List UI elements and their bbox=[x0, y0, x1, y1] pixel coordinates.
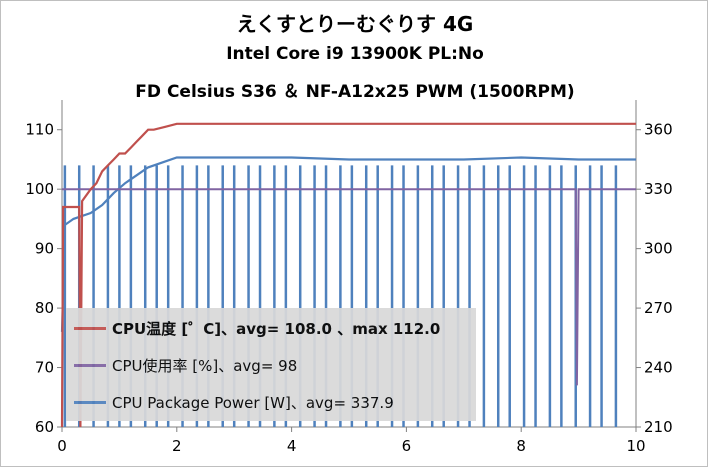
legend-swatch-cpu-temp bbox=[74, 326, 106, 330]
series-line-cpu-temp bbox=[60, 122, 636, 428]
y-right-tick-label: 360 bbox=[644, 121, 673, 139]
legend-label-cpu-usage: CPU使用率 [%]、avg= 98 bbox=[112, 356, 298, 375]
y-right-tick-label: 330 bbox=[644, 180, 673, 198]
y-right-tick-label: 210 bbox=[644, 418, 673, 436]
chart-subtitle-cooler: FD Celsius S36 ＆ NF-A12x25 PWM (1500RPM) bbox=[135, 82, 575, 102]
chart-subtitle-cpu: Intel Core i9 13900K PL:No bbox=[226, 44, 484, 64]
tick-layer: 60 70 80 90 100 110 210 240 270 300 330 360 0 2 4 6 8 10 bbox=[25, 121, 672, 455]
y-left-tick-label: 100 bbox=[25, 180, 54, 198]
x-tick-label: 8 bbox=[516, 437, 526, 455]
legend-swatch-cpu-usage bbox=[74, 363, 106, 367]
legend: CPU温度 [゜C]、avg= 108.0 、max 112.0 CPU使用率 … bbox=[66, 308, 476, 421]
chart-title: えくすとりーむぐりす 4G bbox=[236, 12, 474, 36]
y-right-tick-label: 300 bbox=[644, 240, 673, 258]
y-left-tick-label: 110 bbox=[25, 121, 54, 139]
legend-item-cpu-temp: CPU温度 [゜C]、avg= 108.0 、max 112.0 bbox=[74, 314, 440, 342]
series-line-cpu-usage bbox=[62, 188, 636, 386]
x-tick-label: 6 bbox=[402, 437, 412, 455]
y-left-tick-label: 70 bbox=[35, 359, 54, 377]
legend-item-package-power: CPU Package Power [W]、avg= 337.9 bbox=[74, 388, 394, 416]
y-right-tick-label: 270 bbox=[644, 299, 673, 317]
x-tick-label: 2 bbox=[172, 437, 182, 455]
y-right-tick-label: 240 bbox=[644, 359, 673, 377]
x-tick-label: 4 bbox=[287, 437, 297, 455]
x-tick-label: 10 bbox=[626, 437, 645, 455]
legend-swatch-package-power bbox=[74, 400, 106, 404]
y-left-tick-label: 80 bbox=[35, 299, 54, 317]
legend-label-cpu-temp: CPU温度 [゜C]、avg= 108.0 、max 112.0 bbox=[112, 319, 441, 338]
x-tick-label: 0 bbox=[57, 437, 67, 455]
y-left-tick-label: 60 bbox=[35, 418, 54, 436]
y-left-tick-label: 90 bbox=[35, 240, 54, 258]
legend-label-package-power: CPU Package Power [W]、avg= 337.9 bbox=[112, 393, 394, 412]
legend-item-cpu-usage: CPU使用率 [%]、avg= 98 bbox=[74, 351, 297, 379]
